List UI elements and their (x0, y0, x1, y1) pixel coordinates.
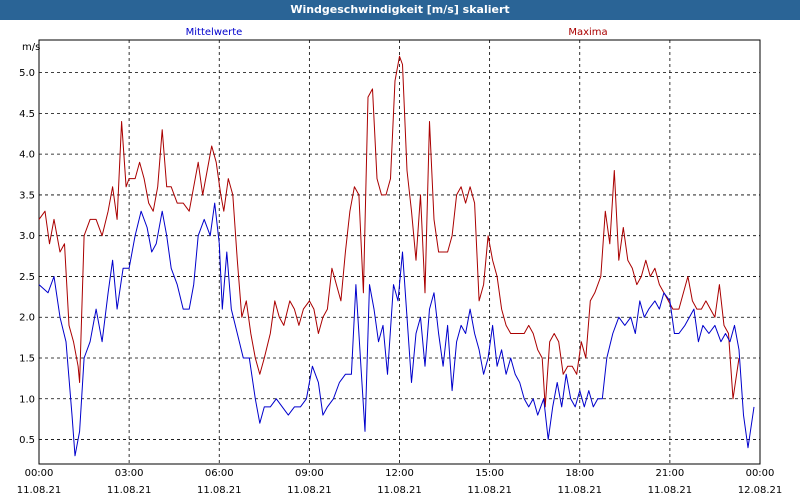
x-tick-time: 12:00 (385, 468, 414, 479)
x-tick-time: 15:00 (475, 468, 504, 479)
x-tick-date: 11.08.21 (287, 485, 332, 496)
y-tick-label: 5.0 (19, 68, 35, 79)
y-axis-ticks: 0.5 1.0 1.5 2.0 2.5 3.0 3.5 4.0 4.5 5.0 (19, 68, 35, 446)
x-tick-date: 11.08.21 (557, 485, 602, 496)
y-tick-label: 4.5 (19, 109, 35, 120)
series-layer (38, 55, 755, 457)
y-tick-label: 1.0 (19, 394, 35, 405)
x-tick-time: 06:00 (205, 468, 234, 479)
x-tick-time: 21:00 (655, 468, 684, 479)
x-tick-time: 09:00 (295, 468, 324, 479)
x-tick-time: 00:00 (746, 468, 775, 479)
y-tick-label: 3.5 (19, 190, 35, 201)
x-tick-date: 11.08.21 (377, 485, 422, 496)
x-tick-time: 18:00 (565, 468, 594, 479)
x-tick-date: 11.08.21 (648, 485, 693, 496)
x-tick-time: 00:00 (25, 468, 54, 479)
x-tick-date: 12.08.21 (738, 485, 783, 496)
y-tick-label: 2.0 (19, 313, 35, 324)
y-tick-label: 2.5 (19, 272, 35, 283)
series-line-maxima (38, 55, 740, 408)
y-tick-label: 1.5 (19, 354, 35, 365)
window-title: Windgeschwindigkeit [m/s] skaliert (0, 0, 800, 20)
y-tick-label: 4.0 (19, 150, 35, 161)
x-tick-date: 11.08.21 (107, 485, 152, 496)
y-tick-label: 0.5 (19, 435, 35, 446)
legend-maxima: Maxima (568, 27, 607, 38)
y-axis-label: m/s (22, 42, 40, 53)
legend-mittelwerte: Mittelwerte (186, 27, 243, 38)
x-tick-time: 03:00 (115, 468, 144, 479)
x-tick-date: 11.08.21 (467, 485, 512, 496)
y-tick-label: 3.0 (19, 231, 35, 242)
grid-lines (39, 40, 760, 464)
x-tick-date: 11.08.21 (17, 485, 62, 496)
x-axis-ticks: 00:00 11.08.21 03:00 11.08.21 06:00 11.08.21 0… (17, 468, 783, 496)
series-line-mittelwerte (38, 202, 755, 457)
wind-speed-chart: 0.5 1.0 1.5 2.0 2.5 3.0 3.5 4.0 4.5 5.0 00:00 11.0… (17, 27, 783, 496)
x-tick-date: 11.08.21 (197, 485, 242, 496)
